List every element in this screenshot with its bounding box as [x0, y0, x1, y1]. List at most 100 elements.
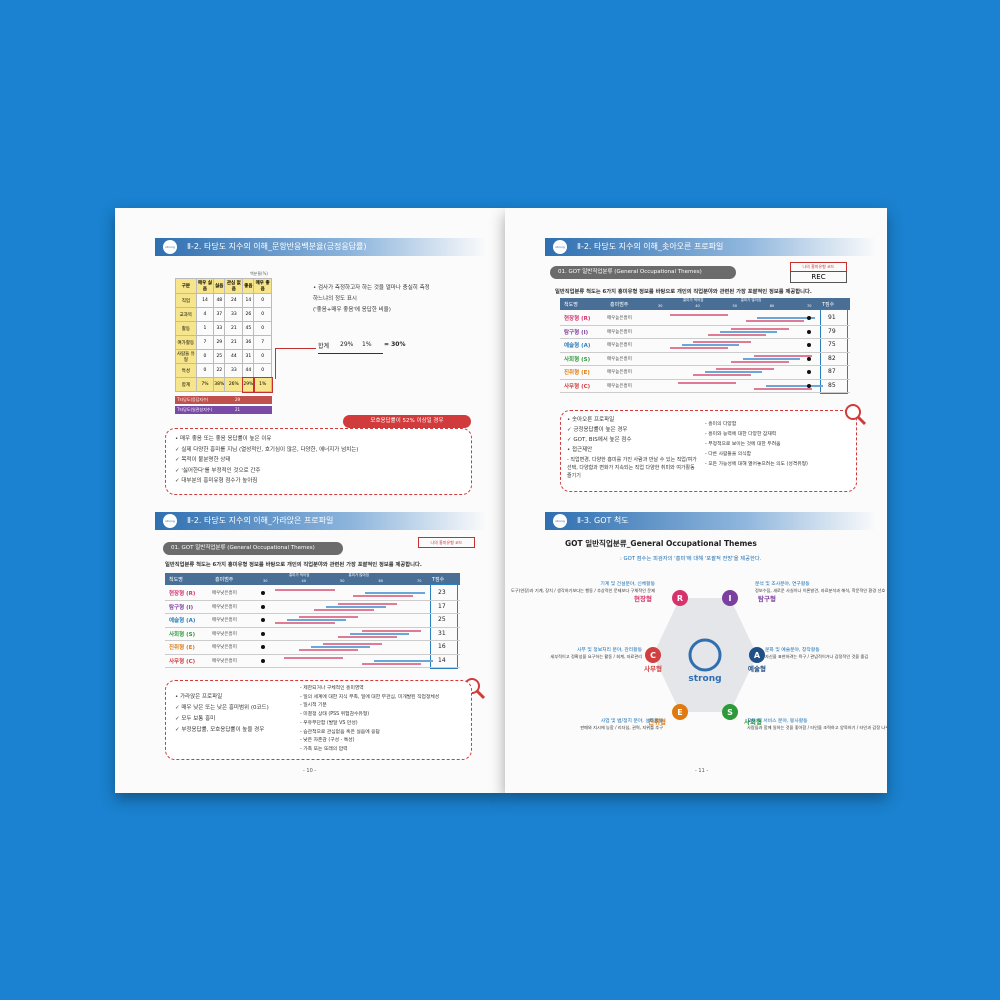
cell: 교과목: [175, 307, 197, 322]
range-bar: [704, 371, 763, 373]
range-bar: [326, 605, 386, 608]
row-line: [560, 378, 850, 380]
category: 매우높은흥미: [607, 356, 632, 362]
logo: strong: [163, 514, 177, 528]
range-bar: [719, 330, 778, 333]
node-name: 현장형: [634, 594, 652, 603]
node-letter: C: [650, 651, 656, 660]
cell: 26: [242, 307, 255, 322]
cell: 0: [253, 363, 272, 378]
dot: [261, 604, 265, 609]
row: 합계 7% 38% 26% 29% 1%: [175, 376, 273, 393]
category: 매우낮은흥미: [212, 618, 237, 623]
range-bar: [314, 608, 374, 611]
scale-label: 30: [263, 579, 268, 583]
cell: 44: [224, 349, 244, 364]
node-letter: S: [727, 708, 733, 717]
range-bar: [322, 643, 383, 645]
text-line: • 접근제안: [567, 447, 593, 453]
scale-name: 사회형 (S): [564, 356, 591, 363]
dot: [261, 591, 265, 595]
row: 교과목 4 37 33 26 0: [175, 307, 272, 322]
section-bar: Ⅱ-2. 타당도 지수의 이해_문항반응백분율(긍정응답률) strong: [155, 238, 487, 256]
cell: 1%: [252, 376, 273, 393]
text-line: - 습관적으로 관심없음 혹은 싫음에 응답: [300, 729, 380, 735]
scale-name: 현장형 (R): [169, 591, 196, 597]
node-field: 기계 및 건설분야, 신체활동: [600, 580, 655, 587]
cell: 0: [195, 349, 215, 364]
node: [645, 647, 661, 663]
range-bar: [716, 368, 774, 370]
node: [672, 590, 688, 606]
node: [722, 590, 738, 606]
dot: [807, 343, 811, 347]
scale-name: 진취형 (E): [169, 645, 195, 651]
scale-name: 현장형 (R): [564, 316, 591, 322]
header-cell: 매우 좋음: [253, 278, 272, 294]
scale-label: 50: [340, 579, 345, 583]
index-label: T타당도(일관성지수): [177, 407, 213, 412]
node-name: 예술형: [748, 664, 766, 673]
cell: 특성: [175, 363, 197, 378]
summary-cell: 1%: [362, 341, 372, 348]
t-score: 82: [828, 354, 836, 362]
node-name: 사회형: [744, 717, 762, 726]
range-bar: [731, 360, 789, 363]
got-desc: : GOT 점수는 피검자의 '흥미'에 대해 '포괄적 전망'을 제공한다.: [620, 556, 762, 562]
got-heading: GOT 일반직업분류_General Occupational Themes: [565, 539, 757, 548]
scale-label: 60: [769, 304, 775, 308]
cell: 21: [224, 321, 244, 336]
text-line: • 가라앉은 프로파일: [175, 694, 223, 700]
scale-label: 50: [732, 304, 737, 308]
section-bar: Ⅱ-2. 타당도 지수의 이해_가라앉은 프로파일 strong: [155, 512, 487, 530]
header-cell: 관심 없음: [224, 278, 244, 294]
right-page: Ⅱ-2. 타당도 지수의 이해_솟아오른 프로파일 strong 01. GOT 일…: [505, 208, 887, 793]
header-row: 구분 매우 싫음 싫음 관심 없음 좋음 매우 좋음: [175, 278, 272, 294]
header-cell: T점수: [432, 577, 445, 583]
text-line: • 검사가 측정하고자 하는 것을 얼마나 충실히 측정: [313, 285, 430, 291]
category: 매우높은흥미: [607, 316, 632, 321]
range-bar: [361, 662, 422, 665]
cell: 7%: [195, 377, 215, 392]
cell: 0: [253, 307, 272, 322]
header-cell: 흥미범주: [215, 577, 234, 583]
scale-name: 사회형 (S): [169, 631, 196, 638]
cell: 24: [224, 293, 244, 308]
node-field: 사업 및 법/정치 분야, 설득활동: [601, 717, 664, 724]
t-score: 85: [828, 381, 836, 389]
unit: 백분율(%): [250, 271, 268, 276]
header-cell: 매우 싫음: [195, 278, 215, 294]
cell: 36: [242, 335, 255, 350]
cell: 37: [213, 307, 226, 322]
text-line: 하느냐의 정도 표시: [313, 296, 357, 302]
category: 매우낮은흥미: [212, 631, 237, 637]
node-field: 문화 및 예술분야, 창작활동: [765, 646, 820, 653]
dot: [807, 356, 811, 361]
text-line: - 일의 세계에 대한 지식 부족, 일에 대한 무관심, 미개발된 직업정체성: [300, 694, 440, 700]
magnifier-icon: [845, 404, 867, 426]
cell: 25: [213, 349, 226, 364]
header-cell: T점수: [822, 302, 835, 308]
text-line: ✓ GOT, BIS에서 높은 점수: [567, 437, 632, 443]
range-bar: [298, 616, 359, 618]
t-score: 16: [438, 643, 446, 650]
range-bar: [731, 327, 789, 330]
category: 매우높은흥미: [607, 383, 632, 389]
category: 매우낮은흥미: [212, 645, 237, 650]
cell: 여가활동: [175, 335, 197, 350]
scale-note: 흥미가 적어짐: [289, 573, 310, 577]
text-line: - 다른 사람들을 의식함: [705, 452, 752, 457]
cell: 33: [224, 307, 244, 322]
text-line: - 낮은 자존감 (구성 - 특성): [300, 738, 355, 744]
range-bar: [693, 341, 751, 343]
cell: 21: [224, 335, 244, 350]
category: 매우낮은흥미: [212, 591, 237, 596]
scale-label: 40: [695, 304, 700, 308]
text-line: • 솟아오른 프로파일: [567, 417, 615, 423]
node-letter: E: [677, 708, 682, 717]
range-bar: [353, 595, 413, 597]
code: REC: [790, 271, 847, 283]
text-line: ✓ 대부분의 흥미유형 점수가 높아짐: [175, 478, 258, 484]
header-cell: 척도명: [169, 577, 183, 583]
